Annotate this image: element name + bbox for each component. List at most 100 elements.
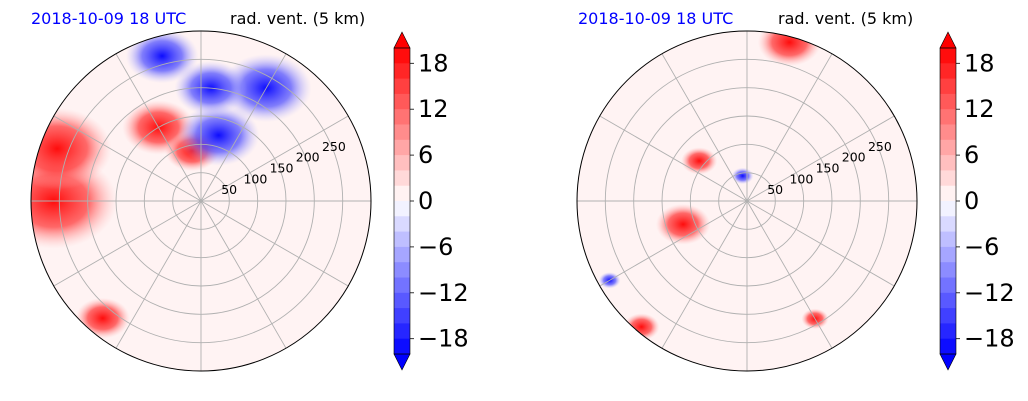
panel-date-label: 2018-10-09 18 UTC bbox=[578, 9, 733, 28]
colorbar: 18 12 6 0 −6 −12 −18 bbox=[939, 31, 1015, 371]
colorbar-segment bbox=[940, 231, 956, 248]
colorbar-segment bbox=[940, 185, 956, 202]
colorbar-segment bbox=[940, 216, 956, 232]
colorbar-segment bbox=[394, 124, 410, 141]
colorbar-segment bbox=[940, 139, 956, 156]
angular-gridline bbox=[746, 53, 833, 202]
panel-date-label: 2018-10-09 18 UTC bbox=[31, 9, 186, 28]
colorbar-extend-min bbox=[939, 353, 957, 371]
colorbar: 18 12 6 0 −6 −12 −18 bbox=[393, 31, 469, 371]
panel-title: rad. vent. (5 km) bbox=[778, 9, 913, 28]
colorbar-tick-label: 18 bbox=[964, 49, 995, 77]
angular-gridline bbox=[200, 200, 349, 287]
colorbar-segment bbox=[940, 292, 956, 309]
colorbar-segment bbox=[394, 109, 410, 125]
radial-tick-label: 250 bbox=[868, 139, 892, 154]
colorbar-segment bbox=[394, 338, 410, 355]
colorbar-tick-label: −12 bbox=[418, 279, 469, 307]
colorbar-tick-label: 12 bbox=[964, 95, 995, 123]
colorbar-segment bbox=[394, 216, 410, 232]
radial-tick-label: 100 bbox=[789, 171, 813, 186]
colorbar-tick-label: 0 bbox=[418, 187, 433, 215]
colorbar-segment bbox=[940, 124, 956, 141]
angular-gridline bbox=[115, 53, 202, 202]
colorbar-segment bbox=[394, 78, 410, 95]
colorbar-segment bbox=[394, 262, 410, 278]
colorbar-tick-label: 18 bbox=[418, 49, 449, 77]
colorbar-segment bbox=[940, 277, 956, 294]
colorbar-segment bbox=[940, 323, 956, 340]
colorbar-segment bbox=[940, 48, 956, 64]
colorbar-segment bbox=[940, 201, 956, 217]
panel-left: 2018-10-09 18 UTC rad. vent. (5 km)501001… bbox=[30, 9, 469, 372]
polar-field bbox=[31, 31, 371, 371]
colorbar-segment bbox=[394, 277, 410, 294]
colorbar-segment bbox=[394, 93, 410, 110]
colorbar-segment bbox=[394, 231, 410, 248]
colorbar-tick-label: −6 bbox=[964, 233, 999, 261]
angular-gridline bbox=[746, 200, 833, 349]
angular-gridline bbox=[746, 200, 895, 287]
angular-gridline bbox=[599, 115, 748, 202]
radial-tick-label: 150 bbox=[816, 161, 840, 176]
radial-tick-label: 250 bbox=[322, 139, 346, 154]
polar-boundary bbox=[30, 30, 372, 372]
radial-tick-label: 100 bbox=[243, 171, 267, 186]
colorbar-segment bbox=[940, 338, 956, 355]
colorbar-segment bbox=[394, 139, 410, 156]
angular-gridline bbox=[661, 53, 748, 202]
colorbar-segment bbox=[940, 170, 956, 187]
field-feature-positive bbox=[623, 313, 660, 341]
field-feature-negative bbox=[177, 104, 260, 166]
colorbar-tick-label: 12 bbox=[418, 95, 449, 123]
colorbar-segment bbox=[940, 78, 956, 95]
field-feature-positive bbox=[655, 203, 711, 245]
colorbar-segment bbox=[394, 292, 410, 309]
polar-boundary bbox=[576, 30, 918, 372]
angular-gridline bbox=[661, 200, 748, 349]
colorbar-segment bbox=[394, 201, 410, 217]
colorbar-segment bbox=[940, 93, 956, 110]
field-feature-negative bbox=[125, 31, 199, 84]
angular-gridline bbox=[200, 53, 287, 202]
angular-gridline bbox=[53, 115, 202, 202]
angular-gridline bbox=[599, 200, 748, 287]
colorbar-segment bbox=[394, 308, 410, 324]
colorbar-extend-max bbox=[939, 31, 957, 49]
colorbar-tick-label: −12 bbox=[964, 279, 1015, 307]
angular-gridline bbox=[200, 200, 287, 349]
radial-tick-label: 200 bbox=[296, 150, 320, 165]
radial-tick-label: 150 bbox=[270, 161, 294, 176]
colorbar-extend-min bbox=[393, 353, 411, 371]
colorbar-segment bbox=[940, 63, 956, 79]
colorbar-segment bbox=[394, 170, 410, 187]
colorbar-tick-label: −6 bbox=[418, 233, 453, 261]
colorbar-tick-label: 0 bbox=[964, 187, 979, 215]
colorbar-segment bbox=[394, 48, 410, 64]
colorbar-segment bbox=[394, 185, 410, 202]
radial-tick-label: 50 bbox=[767, 182, 783, 197]
colorbar-segment bbox=[940, 155, 956, 171]
panel-right: 2018-10-09 18 UTC rad. vent. (5 km)501001… bbox=[576, 9, 1015, 372]
colorbar-segment bbox=[394, 323, 410, 340]
colorbar-segment bbox=[394, 63, 410, 79]
radial-tick-label: 50 bbox=[221, 182, 237, 197]
angular-gridline bbox=[746, 115, 895, 202]
colorbar-segment bbox=[394, 155, 410, 171]
field-feature-negative bbox=[731, 167, 754, 185]
angular-gridline bbox=[200, 115, 349, 202]
colorbar-tick-label: 6 bbox=[964, 141, 979, 169]
colorbar-segment bbox=[940, 109, 956, 125]
angular-gridline bbox=[115, 200, 202, 349]
colorbar-tick-label: −18 bbox=[964, 325, 1015, 353]
colorbar-segment bbox=[940, 262, 956, 278]
colorbar-tick-label: 6 bbox=[418, 141, 433, 169]
colorbar-extend-max bbox=[393, 31, 411, 49]
colorbar-segment bbox=[940, 246, 956, 263]
angular-gridline bbox=[53, 200, 202, 287]
field-feature-positive bbox=[757, 31, 822, 67]
radial-tick-label: 200 bbox=[842, 150, 866, 165]
field-feature-positive bbox=[31, 107, 112, 190]
colorbar-segment bbox=[940, 308, 956, 324]
